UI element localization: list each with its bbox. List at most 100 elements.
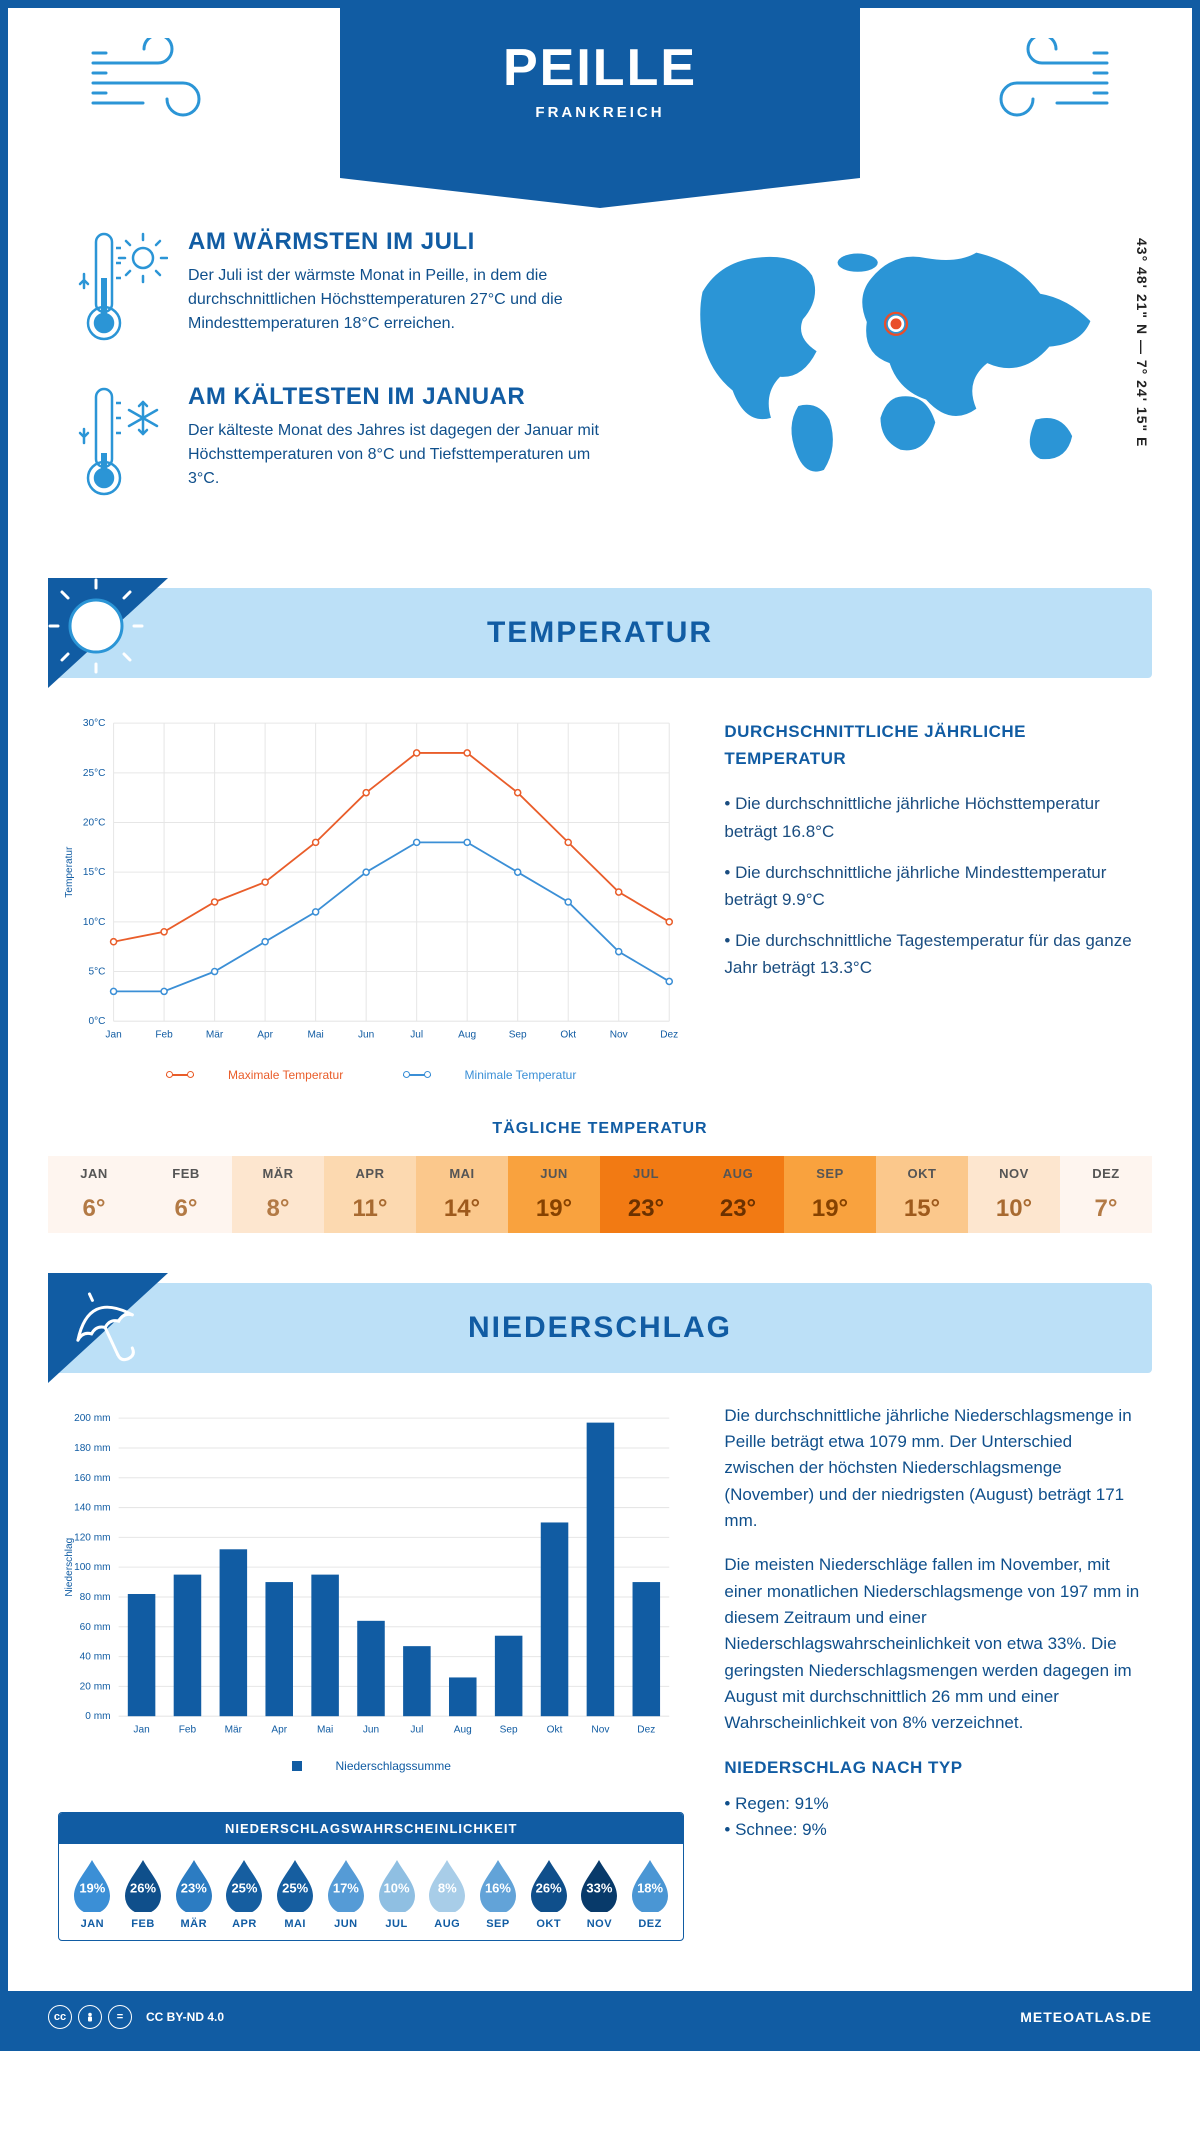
- temp-info-title: DURCHSCHNITTLICHE JÄHRLICHE TEMPERATUR: [724, 718, 1142, 772]
- daily-temp-cell: MÄR 8°: [232, 1156, 324, 1233]
- probability-cell: 17% JUN: [321, 1858, 372, 1930]
- daily-month: DEZ: [1064, 1166, 1148, 1181]
- svg-text:Feb: Feb: [155, 1029, 173, 1040]
- daily-temp-cell: JAN6°: [48, 1156, 140, 1233]
- svg-text:Sep: Sep: [500, 1724, 518, 1735]
- temperature-block: 0°C5°C10°C15°C20°C25°C30°CJanFebMärAprMa…: [48, 708, 1152, 1090]
- raindrop-icon: 10%: [375, 1858, 419, 1912]
- temp-bullet: • Die durchschnittliche Tagestemperatur …: [724, 927, 1142, 981]
- daily-month: JUL: [604, 1166, 688, 1181]
- svg-text:Niederschlag: Niederschlag: [64, 1537, 75, 1596]
- probability-value: 10%: [384, 1881, 410, 1896]
- raindrop-icon: 26%: [121, 1858, 165, 1912]
- coldest-fact: AM KÄLTESTEN IM JANUAR Der kälteste Mona…: [78, 383, 626, 508]
- svg-text:60 mm: 60 mm: [80, 1621, 111, 1632]
- probability-cell: 19% JAN: [67, 1858, 118, 1930]
- svg-text:20°C: 20°C: [83, 818, 106, 829]
- precipitation-block: 0 mm20 mm40 mm60 mm80 mm100 mm120 mm140 …: [48, 1403, 1152, 1942]
- sun-icon: [48, 578, 168, 688]
- by-icon: [78, 2005, 102, 2029]
- coldest-content: AM KÄLTESTEN IM JANUAR Der kälteste Mona…: [188, 383, 626, 508]
- daily-month: MÄR: [236, 1166, 320, 1181]
- coldest-title: AM KÄLTESTEN IM JANUAR: [188, 383, 626, 411]
- probability-row: 19% JAN 26% FEB 23% MÄR 25% APR 25% MAI: [59, 1844, 683, 1940]
- daily-month: NOV: [972, 1166, 1056, 1181]
- intro-facts: AM WÄRMSTEN IM JULI Der Juli ist der wär…: [78, 228, 626, 538]
- page: PEILLE FRANKREICH: [0, 0, 1200, 2051]
- daily-value: 14°: [420, 1195, 504, 1223]
- daily-month: MAI: [420, 1166, 504, 1181]
- svg-text:25°C: 25°C: [83, 768, 106, 779]
- temp-chart-legend: Maximale Temperatur Minimale Temperatur: [58, 1057, 684, 1090]
- svg-text:Aug: Aug: [458, 1029, 476, 1040]
- wind-swirl-icon-right: [972, 38, 1112, 128]
- daily-month: SEP: [788, 1166, 872, 1181]
- warmest-fact: AM WÄRMSTEN IM JULI Der Juli ist der wär…: [78, 228, 626, 353]
- coordinates: 43° 48' 21" N — 7° 24' 15" E: [1134, 238, 1150, 447]
- thermometer-snow-icon: [78, 383, 168, 508]
- precipitation-chart: 0 mm20 mm40 mm60 mm80 mm100 mm120 mm140 …: [58, 1403, 684, 1942]
- probability-value: 8%: [438, 1881, 457, 1896]
- daily-value: 7°: [1064, 1195, 1148, 1223]
- probability-month: SEP: [473, 1918, 524, 1930]
- daily-temp-title: TÄGLICHE TEMPERATUR: [48, 1120, 1152, 1138]
- license-badges: cc = CC BY-ND 4.0: [48, 2005, 224, 2029]
- probability-cell: 26% OKT: [523, 1858, 574, 1930]
- svg-text:140 mm: 140 mm: [74, 1502, 110, 1513]
- daily-value: 8°: [236, 1195, 320, 1223]
- svg-text:Aug: Aug: [454, 1724, 472, 1735]
- probability-value: 33%: [586, 1881, 612, 1896]
- daily-value: 10°: [972, 1195, 1056, 1223]
- raindrop-icon: 8%: [425, 1858, 469, 1912]
- daily-month: OKT: [880, 1166, 964, 1181]
- precip-bytype-title: NIEDERSCHLAG NACH TYP: [724, 1755, 1142, 1781]
- country-name: FRANKREICH: [360, 104, 840, 121]
- svg-text:30°C: 30°C: [83, 718, 106, 729]
- legend-max: Maximale Temperatur: [228, 1068, 343, 1082]
- svg-text:0°C: 0°C: [89, 1016, 106, 1027]
- svg-text:Jun: Jun: [363, 1724, 379, 1735]
- svg-text:80 mm: 80 mm: [80, 1592, 111, 1603]
- footer-brand: METEOATLAS.DE: [1020, 2009, 1152, 2025]
- precipitation-section-header: NIEDERSCHLAG: [48, 1283, 1152, 1373]
- intro-section: AM WÄRMSTEN IM JULI Der Juli ist der wär…: [48, 208, 1152, 578]
- daily-month: AUG: [696, 1166, 780, 1181]
- temperature-section-header: TEMPERATUR: [48, 588, 1152, 678]
- svg-text:Jul: Jul: [410, 1724, 423, 1735]
- probability-value: 26%: [536, 1881, 562, 1896]
- footer: cc = CC BY-ND 4.0 METEOATLAS.DE: [8, 1991, 1192, 2043]
- temp-bullet: • Die durchschnittliche jährliche Mindes…: [724, 859, 1142, 913]
- raindrop-icon: 33%: [577, 1858, 621, 1912]
- warmest-content: AM WÄRMSTEN IM JULI Der Juli ist der wär…: [188, 228, 626, 353]
- daily-temp-cell: SEP 19°: [784, 1156, 876, 1233]
- probability-value: 17%: [333, 1881, 359, 1896]
- temperature-info: DURCHSCHNITTLICHE JÄHRLICHE TEMPERATUR •…: [724, 708, 1142, 1090]
- precip-para: Die durchschnittliche jährliche Niedersc…: [724, 1403, 1142, 1535]
- probability-month: OKT: [523, 1918, 574, 1930]
- daily-month: APR: [328, 1166, 412, 1181]
- svg-text:15°C: 15°C: [83, 867, 106, 878]
- raindrop-icon: 25%: [222, 1858, 266, 1912]
- warmest-title: AM WÄRMSTEN IM JULI: [188, 228, 626, 256]
- raindrop-icon: 19%: [70, 1858, 114, 1912]
- svg-text:20 mm: 20 mm: [80, 1681, 111, 1692]
- svg-text:Apr: Apr: [257, 1029, 273, 1040]
- probability-title: NIEDERSCHLAGSWAHRSCHEINLICHKEIT: [59, 1813, 683, 1844]
- daily-value: 19°: [788, 1195, 872, 1223]
- daily-value: 6°: [144, 1195, 228, 1223]
- daily-temp-cell: JUL23°: [600, 1156, 692, 1233]
- svg-text:10°C: 10°C: [83, 917, 106, 928]
- precip-chart-legend: Niederschlagssumme: [58, 1751, 684, 1782]
- temperature-title: TEMPERATUR: [487, 616, 713, 650]
- raindrop-icon: 17%: [324, 1858, 368, 1912]
- svg-text:0 mm: 0 mm: [85, 1711, 110, 1722]
- probability-box: NIEDERSCHLAGSWAHRSCHEINLICHKEIT 19% JAN …: [58, 1812, 684, 1941]
- probability-cell: 25% APR: [219, 1858, 270, 1930]
- wind-swirl-icon-left: [88, 38, 228, 128]
- daily-value: 11°: [328, 1195, 412, 1223]
- umbrella-icon: [48, 1273, 168, 1383]
- legend-precip: Niederschlagssumme: [336, 1759, 451, 1773]
- svg-text:Jun: Jun: [358, 1029, 374, 1040]
- warmest-text: Der Juli ist der wärmste Monat in Peille…: [188, 264, 626, 336]
- probability-cell: 26% FEB: [118, 1858, 169, 1930]
